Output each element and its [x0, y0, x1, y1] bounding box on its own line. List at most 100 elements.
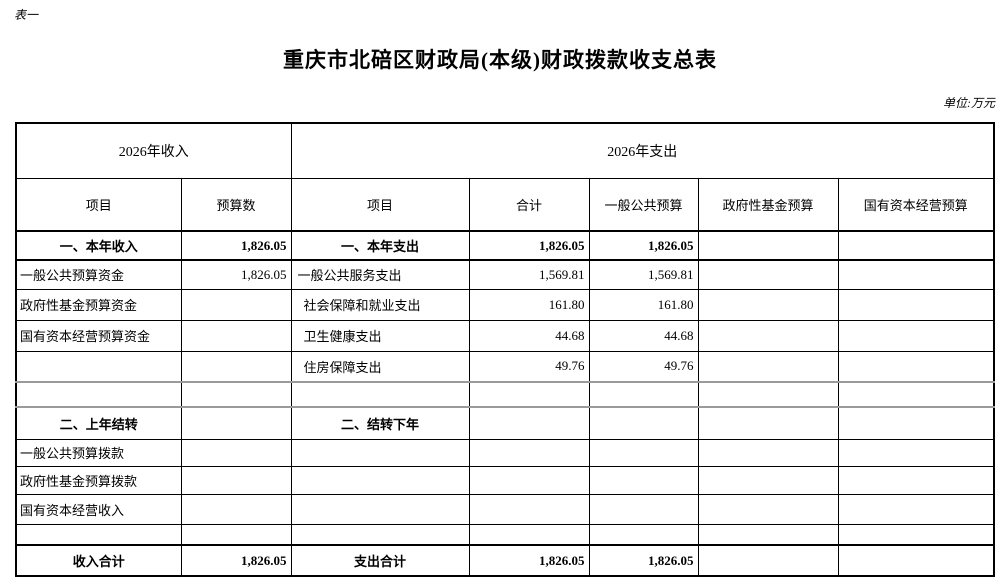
budget-summary-table: 2026年收入 2026年支出 项目 预算数 项目 合计 一般公共预算 政府性基…: [15, 122, 996, 577]
table-cell: 住房保障支出: [290, 350, 470, 383]
expenditure-total-label: 支出合计: [290, 544, 470, 577]
col-header-total: 合计: [468, 177, 590, 232]
table-cell: [468, 493, 590, 525]
revenue-total-value: 1,826.05: [180, 544, 292, 577]
table-cell: [180, 465, 292, 495]
table-cell: [837, 288, 995, 321]
table-cell: [588, 493, 699, 525]
table-cell: [180, 381, 292, 408]
table-cell: [837, 523, 995, 546]
col-header-expenditure-item: 项目: [290, 177, 470, 232]
column-header-row: 项目 预算数 项目 合计 一般公共预算 政府性基金预算 国有资本经营预算: [15, 177, 995, 232]
col-header-general-public-budget: 一般公共预算: [588, 177, 699, 232]
table-cell: 1,826.05: [180, 259, 292, 290]
table-cell: [837, 319, 995, 352]
table-cell: [837, 406, 995, 440]
table-cell: [15, 381, 182, 408]
table-cell: [837, 438, 995, 467]
table-row: 一、本年收入 1,826.05 一、本年支出 1,826.05 1,826.05: [15, 230, 995, 261]
table-cell: [697, 493, 839, 525]
table-cell: [837, 350, 995, 383]
table-row: 一般公共预算资金 1,826.05 一般公共服务支出 1,569.81 1,56…: [15, 259, 995, 290]
table-cell: 1,569.81: [468, 259, 590, 290]
table-cell: [468, 438, 590, 467]
table-cell: [837, 465, 995, 495]
table-cell: [290, 438, 470, 467]
table-cell: [15, 523, 182, 546]
table-cell: [290, 523, 470, 546]
table-cell: [180, 319, 292, 352]
table-row: 收入合计 1,826.05 支出合计 1,826.05 1,826.05: [15, 544, 995, 577]
revenue-total-label: 收入合计: [15, 544, 182, 577]
table-cell: [180, 493, 292, 525]
table-cell: [468, 381, 590, 408]
table-cell: 一、本年收入: [15, 230, 182, 261]
col-header-budget-amount: 预算数: [180, 177, 292, 232]
table-cell: [290, 465, 470, 495]
table-cell: 政府性基金预算拨款: [15, 465, 182, 495]
table-cell: 1,569.81: [588, 259, 699, 290]
table-cell: [290, 493, 470, 525]
table-cell: [697, 465, 839, 495]
table-cell: 政府性基金预算资金: [15, 288, 182, 321]
table-cell: [588, 523, 699, 546]
table-cell: 一般公共服务支出: [290, 259, 470, 290]
table-row: 一般公共预算拨款: [15, 438, 995, 467]
table-cell: 社会保障和就业支出: [290, 288, 470, 321]
table-cell: 一、本年支出: [290, 230, 470, 261]
table-cell: 国有资本经营预算资金: [15, 319, 182, 352]
table-cell: [588, 465, 699, 495]
table-cell: 二、结转下年: [290, 406, 470, 440]
table-cell: [180, 288, 292, 321]
table-cell: 一般公共预算拨款: [15, 438, 182, 467]
page-title: 重庆市北碚区财政局(本级)财政拨款收支总表: [283, 48, 717, 72]
table-cell: 一般公共预算资金: [15, 259, 182, 290]
table-cell: [697, 406, 839, 440]
table-cell: [180, 406, 292, 440]
table-cell: [697, 230, 839, 261]
table-row: 二、上年结转 二、结转下年: [15, 406, 995, 440]
table-cell: [837, 259, 995, 290]
table-cell: [837, 381, 995, 408]
col-header-state-capital-budget: 国有资本经营预算: [837, 177, 995, 232]
table-cell: [697, 288, 839, 321]
table-cell: 161.80: [588, 288, 699, 321]
table-cell: [468, 465, 590, 495]
expenditure-group-header: 2026年支出: [290, 122, 995, 179]
table-row: 政府性基金预算资金 社会保障和就业支出 161.80 161.80: [15, 288, 995, 321]
table-cell: [180, 350, 292, 383]
table-cell: [697, 350, 839, 383]
table-cell: [837, 544, 995, 577]
table-cell: [697, 319, 839, 352]
table-cell: [697, 544, 839, 577]
table-cell: 49.76: [588, 350, 699, 383]
table-cell: [180, 438, 292, 467]
table-row: 政府性基金预算拨款: [15, 465, 995, 495]
table-row: 国有资本经营预算资金 卫生健康支出 44.68 44.68: [15, 319, 995, 352]
table-cell: [697, 438, 839, 467]
table-cell: 44.68: [588, 319, 699, 352]
table-cell: 1,826.05: [468, 230, 590, 261]
table-cell: 1,826.05: [180, 230, 292, 261]
table-row: [15, 523, 995, 546]
col-header-revenue-item: 项目: [15, 177, 182, 232]
table-cell: [468, 523, 590, 546]
table-row: 国有资本经营收入: [15, 493, 995, 525]
table-cell: 1,826.05: [588, 544, 699, 577]
table-cell: [15, 350, 182, 383]
table-cell: 49.76: [468, 350, 590, 383]
table-cell: [290, 381, 470, 408]
table-cell: [837, 230, 995, 261]
sheet-label: 表一: [14, 8, 39, 22]
table-cell: 44.68: [468, 319, 590, 352]
table-cell: 二、上年结转: [15, 406, 182, 440]
table-cell: [468, 406, 590, 440]
revenue-group-header: 2026年收入: [15, 122, 292, 179]
table-cell: [697, 381, 839, 408]
col-header-govt-fund-budget: 政府性基金预算: [697, 177, 839, 232]
table-cell: 国有资本经营收入: [15, 493, 182, 525]
table-cell: [697, 523, 839, 546]
table-cell: [588, 438, 699, 467]
group-header-row: 2026年收入 2026年支出: [15, 122, 995, 179]
